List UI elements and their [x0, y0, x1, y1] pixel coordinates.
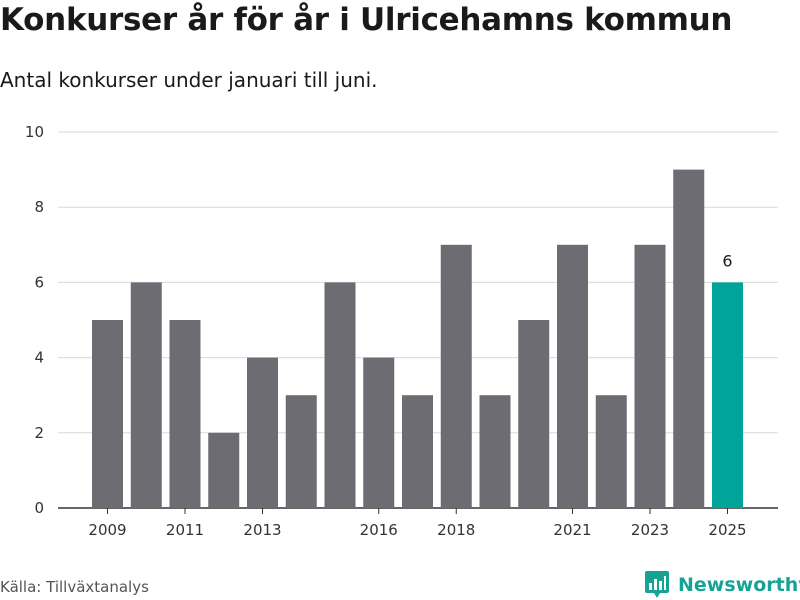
x-tick-label: 2016 [360, 521, 398, 539]
x-axis-ticks: 2009 2011 2013 2016 2018 2021 2023 2025 [88, 508, 747, 539]
data-label-2025: 6 [722, 251, 732, 270]
source-note: Källa: Tillväxtanalys [0, 578, 149, 596]
y-tick-label: 4 [34, 349, 44, 367]
newsworthy-chart-bubble-icon [645, 571, 669, 598]
bar-2024 [673, 169, 705, 508]
bar-2014 [285, 395, 317, 508]
bar-2017 [402, 395, 433, 508]
x-tick-label: 2011 [166, 521, 204, 539]
x-tick-label: 2025 [708, 521, 746, 539]
y-tick-label: 8 [34, 198, 44, 216]
bar-2020 [518, 320, 550, 508]
bar-chart: 0 2 4 6 8 10 2009 2011 2013 2016 2018 2021 2023 2025… [25, 123, 778, 539]
bar-2010 [130, 282, 162, 508]
bar-2015 [324, 282, 356, 508]
brand-name: Newsworthy [678, 574, 800, 596]
bar-2021 [557, 244, 588, 509]
x-tick-label: 2021 [553, 521, 591, 539]
y-tick-label: 0 [34, 499, 44, 517]
bar-2019 [479, 395, 511, 508]
bar-2013 [247, 357, 278, 508]
x-tick-label: 2023 [631, 521, 669, 539]
data-labels: 6 [722, 251, 732, 270]
y-tick-label: 6 [34, 273, 44, 291]
newsworthy-logo: Newsworthy [644, 570, 800, 600]
chart-subtitle: Antal konkurser under januari till juni. [0, 68, 378, 92]
chart-title: Konkurser år för år i Ulricehamns kommun [0, 2, 733, 38]
x-tick-label: 2013 [243, 521, 281, 539]
x-tick-label: 2009 [88, 521, 126, 539]
bar-2009 [92, 320, 123, 508]
bar-2012 [208, 432, 240, 508]
bar-2025 [712, 282, 743, 508]
bars [92, 169, 743, 509]
bar-2022 [595, 395, 627, 508]
x-tick-label: 2018 [437, 521, 475, 539]
y-axis-ticks: 0 2 4 6 8 10 [25, 123, 44, 517]
bar-2018 [440, 244, 472, 509]
y-tick-label: 10 [25, 123, 44, 141]
bar-2011 [169, 320, 201, 508]
bar-2016 [363, 357, 395, 508]
y-tick-label: 2 [34, 424, 44, 442]
bar-2023 [634, 244, 666, 509]
